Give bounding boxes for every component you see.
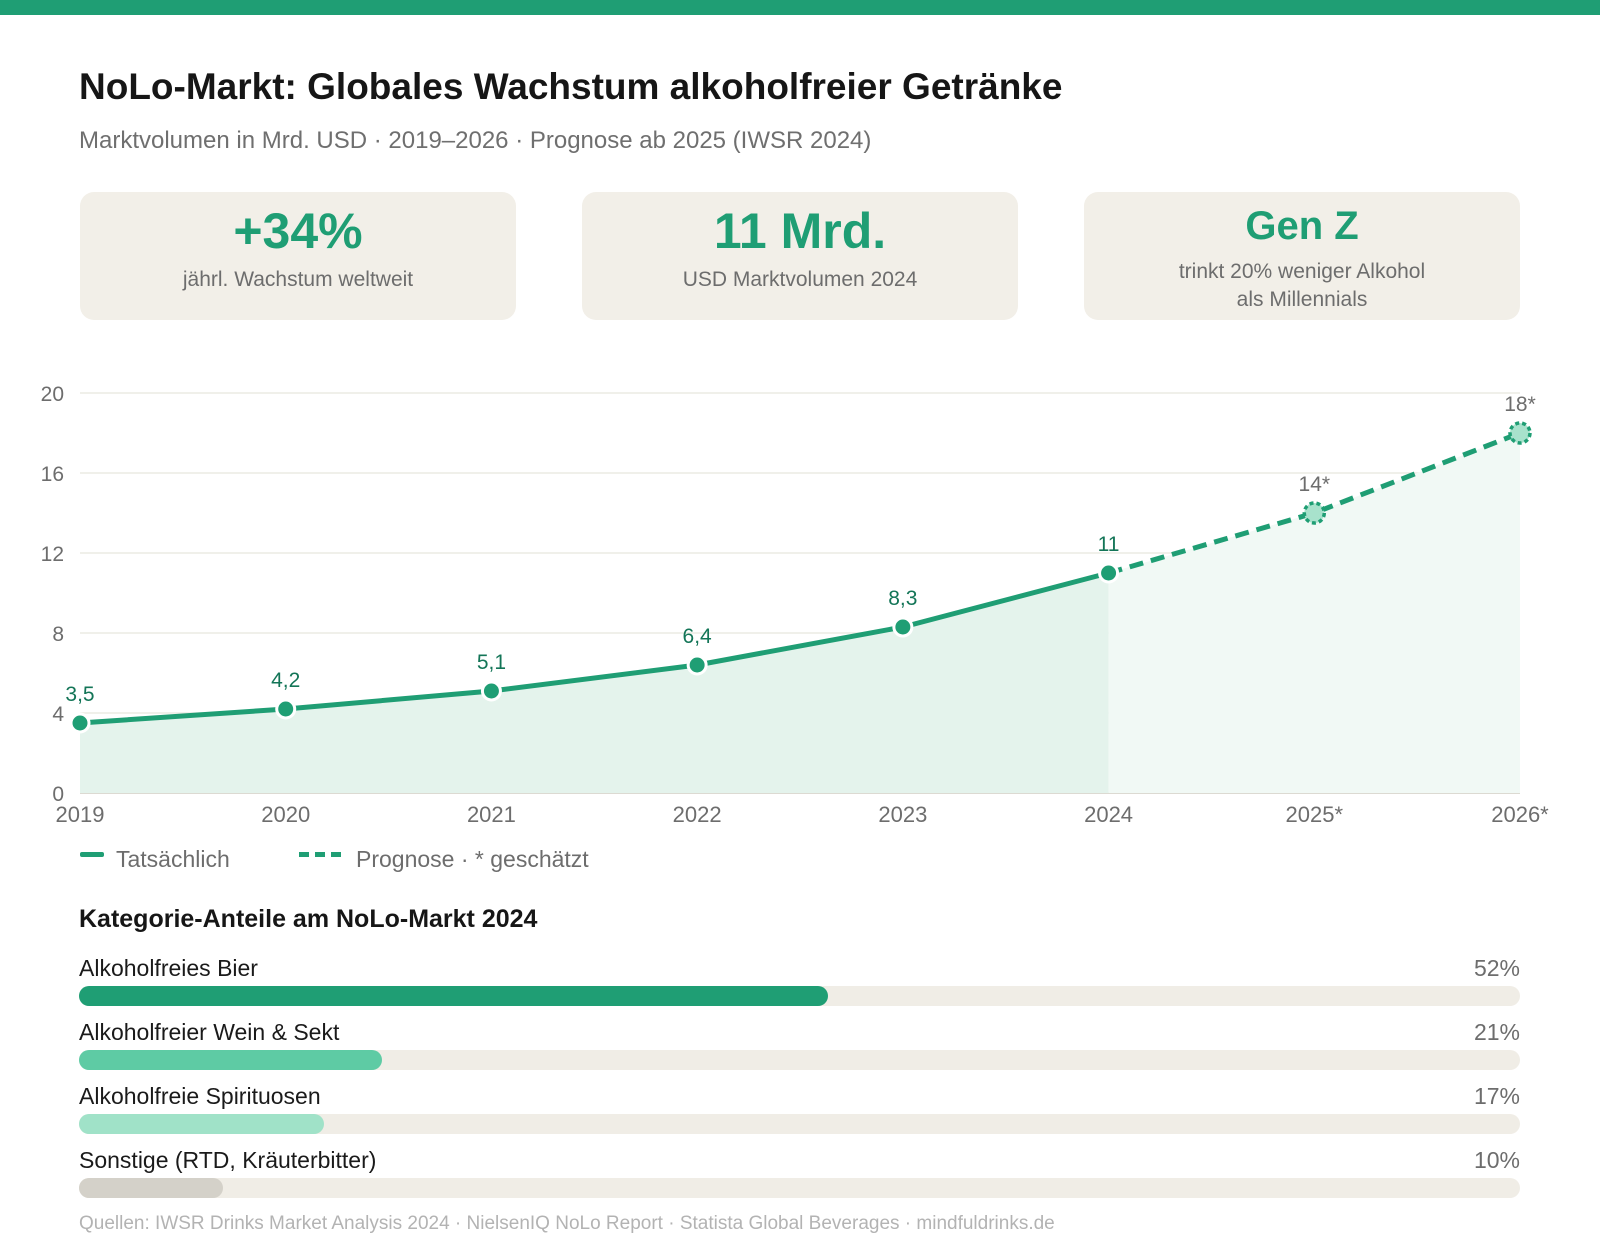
category-bar-fill: [79, 986, 829, 1006]
series-line-forecast: [1107, 430, 1521, 576]
y-tick-label: 0: [52, 783, 64, 806]
y-tick-label: 12: [41, 543, 64, 566]
kpi-card-volume: 11 Mrd. USD Marktvolumen 2024: [582, 192, 1018, 320]
data-label: 4,2: [271, 669, 300, 692]
page-subtitle: Marktvolumen in Mrd. USD · 2019–2026 · P…: [79, 127, 872, 154]
category-value: 52%: [1473, 955, 1520, 981]
top-accent-bar: [0, 0, 1600, 15]
category-row: Alkoholfreier Wein & Sekt 21%: [79, 1019, 1520, 1073]
data-label: 6,4: [683, 625, 713, 648]
category-value: 10%: [1473, 1147, 1520, 1173]
series-line-actual: [77, 570, 1112, 726]
kpi-card-genz: Gen Z trinkt 20% weniger Alkohol als Mil…: [1084, 192, 1520, 320]
y-tick-label: 8: [52, 623, 64, 646]
x-tick-label: 2023: [878, 802, 927, 827]
category-section-title: Kategorie-Anteile am NoLo-Markt 2024: [79, 905, 538, 933]
kpi-card-growth: +34% jährl. Wachstum weltweit: [80, 192, 516, 320]
category-label: Sonstige (RTD, Kräuterbitter): [79, 1147, 377, 1173]
category-bar-fill: [79, 1178, 224, 1198]
kpi-value: +34%: [233, 203, 363, 259]
category-bar-track: [79, 986, 1520, 1006]
category-label: Alkoholfreier Wein & Sekt: [79, 1019, 340, 1045]
x-tick-label: 2024: [1084, 802, 1133, 827]
data-point: [1098, 562, 1120, 584]
category-label: Alkoholfreies Bier: [79, 955, 258, 981]
x-tick-label: 2025*: [1286, 802, 1344, 827]
legend-actual-label: Tatsächlich: [116, 846, 230, 872]
market-volume-line-chart: 0 4 8 12 16 20 3,5 2019 4,2 2020 5,1 2021 6,4 2022 8,3…: [41, 383, 1550, 827]
category-value: 21%: [1473, 1019, 1520, 1045]
data-label: 18*: [1504, 393, 1536, 416]
category-row: Alkoholfreies Bier 52%: [79, 955, 1520, 1009]
data-label: 8,3: [888, 587, 917, 610]
category-row: Sonstige (RTD, Kräuterbitter) 10%: [79, 1147, 1520, 1201]
category-bar-fill: [79, 1050, 382, 1070]
y-tick-label: 16: [41, 463, 64, 486]
category-bar-track: [79, 1114, 1520, 1134]
legend-forecast-label: Prognose · * geschätzt: [356, 846, 589, 872]
data-label: 14*: [1299, 473, 1331, 496]
x-tick-label: 2020: [261, 802, 310, 827]
data-point: [275, 698, 297, 720]
area-forecast: [1108, 433, 1520, 793]
area-actual: [80, 573, 1109, 793]
data-label: 11: [1098, 533, 1120, 556]
x-tick-label: 2021: [467, 802, 516, 827]
kpi-label: trinkt 20% weniger Alkohol: [1178, 260, 1426, 283]
x-tick-label: 2019: [56, 802, 105, 827]
kpi-value: 11 Mrd.: [713, 203, 887, 259]
y-tick-label: 4: [52, 703, 64, 726]
category-bar-fill: [79, 1114, 324, 1134]
kpi-value: Gen Z: [1245, 204, 1359, 248]
x-tick-label: 2026*: [1491, 802, 1549, 827]
kpi-label-line2: als Millennials: [1236, 288, 1368, 311]
page-title: NoLo-Markt: Globales Wachstum alkoholfre…: [79, 66, 1063, 107]
y-tick-label: 20: [41, 383, 64, 406]
x-tick-label: 2022: [673, 802, 722, 827]
legend-forecast-swatch: [299, 852, 345, 857]
category-row: Alkoholfreie Spirituosen 17%: [79, 1083, 1520, 1137]
category-value: 17%: [1473, 1083, 1520, 1109]
legend-actual-swatch: [80, 852, 104, 857]
category-bar-track: [79, 1178, 1520, 1198]
data-point-forecast: [1302, 501, 1327, 525]
data-label: 5,1: [477, 651, 506, 674]
kpi-label: jährl. Wachstum weltweit: [182, 268, 414, 291]
source-footnote: Quellen: IWSR Drinks Market Analysis 202…: [79, 1213, 1055, 1234]
kpi-label: USD Marktvolumen 2024: [682, 268, 918, 291]
data-point: [69, 712, 91, 734]
data-point: [892, 616, 914, 638]
category-bar-track: [79, 1050, 1520, 1070]
data-point: [480, 680, 502, 702]
category-label: Alkoholfreie Spirituosen: [79, 1083, 321, 1109]
data-point-forecast: [1508, 421, 1532, 445]
data-label: 3,5: [65, 683, 94, 706]
data-point: [686, 654, 708, 676]
